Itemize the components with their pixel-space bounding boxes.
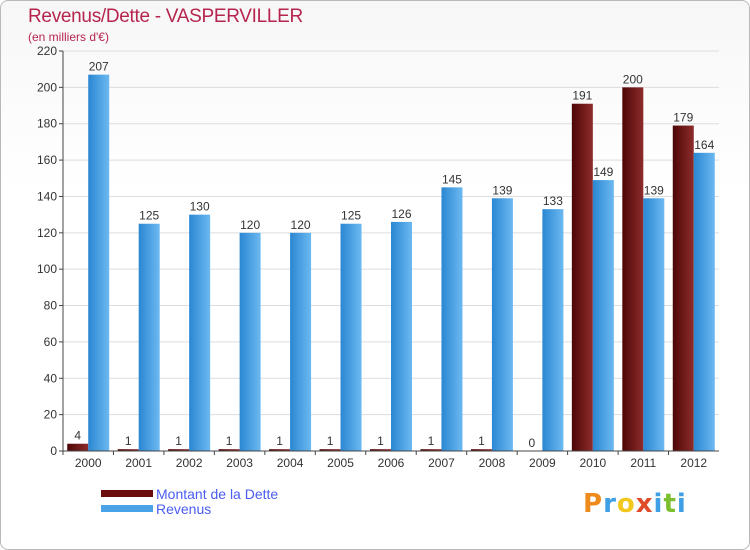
y-tick-label: 220	[37, 44, 57, 58]
y-tick-label: 100	[37, 262, 57, 276]
debt-bar	[218, 449, 240, 451]
y-tick-label: 120	[37, 226, 57, 240]
x-tick-label: 2005	[327, 456, 354, 470]
x-tick-label: 2002	[176, 456, 203, 470]
y-tick-label: 200	[37, 80, 57, 94]
revenue-bar	[391, 221, 412, 451]
legend-label-debt: Montant de la Dette	[156, 486, 279, 502]
legend-label-revenue: Revenus	[156, 501, 212, 517]
debt-bar	[622, 87, 644, 451]
y-tick-label: 80	[44, 299, 58, 313]
revenue-bar	[542, 209, 564, 451]
debt-value-label: 1	[175, 434, 182, 448]
debt-value-label: 179	[673, 111, 693, 125]
debt-value-label: 191	[572, 89, 592, 103]
revenue-bar	[643, 198, 665, 451]
debt-bar	[269, 449, 291, 451]
revenue-bar	[138, 223, 160, 451]
revenue-value-label: 125	[139, 209, 159, 223]
chart-subtitle: (en milliers d'€)	[28, 30, 109, 44]
revenue-value-label: 130	[190, 200, 210, 214]
x-tick-label: 2004	[277, 456, 304, 470]
x-tick-label: 2008	[479, 456, 506, 470]
debt-bar	[672, 125, 694, 451]
x-tick-label: 2011	[630, 456, 656, 470]
revenue-value-label: 207	[89, 60, 109, 74]
debt-value-label: 1	[125, 434, 132, 448]
debt-value-label: 0	[529, 436, 536, 450]
legend-swatch-revenue	[101, 505, 153, 512]
revenue-value-label: 120	[291, 218, 311, 232]
x-tick-label: 2009	[529, 456, 556, 470]
debt-value-label: 1	[377, 434, 384, 448]
y-tick-label: 0	[50, 444, 57, 458]
debt-value-label: 1	[478, 434, 485, 448]
revenue-value-label: 164	[694, 138, 714, 152]
revenue-bar	[88, 74, 110, 452]
x-tick-label: 2001	[125, 456, 152, 470]
debt-value-label: 1	[276, 434, 283, 448]
x-tick-label: 2010	[579, 456, 606, 470]
revenue-bar	[491, 198, 513, 451]
debt-bar	[470, 449, 492, 451]
debt-bar	[370, 449, 391, 451]
y-tick-label: 60	[44, 335, 58, 349]
revenue-value-label: 139	[492, 183, 512, 197]
y-tick-label: 180	[37, 117, 57, 131]
x-tick-label: 2003	[226, 456, 253, 470]
revenue-bar	[239, 232, 261, 451]
debt-bar	[117, 449, 139, 451]
debt-bar	[67, 443, 89, 451]
proxiti-logo: Proxiti	[583, 489, 687, 519]
debt-value-label: 1	[428, 434, 435, 448]
debt-value-label: 1	[226, 434, 233, 448]
revenue-value-label: 149	[593, 165, 613, 179]
debt-bar	[571, 103, 593, 452]
revenue-bar	[693, 152, 715, 451]
debt-bar	[420, 449, 442, 451]
x-tick-label: 2000	[75, 456, 102, 470]
legend-swatch-debt	[101, 490, 153, 497]
revenue-bar	[340, 223, 362, 451]
x-tick-label: 2006	[378, 456, 405, 470]
y-tick-label: 140	[37, 189, 57, 203]
revenue-value-label: 120	[240, 218, 260, 232]
revenue-value-label: 139	[644, 183, 664, 197]
debt-bar	[319, 449, 341, 451]
debt-value-label: 4	[74, 429, 81, 443]
revenue-bar	[592, 180, 614, 451]
revenue-value-label: 126	[391, 207, 411, 221]
revenue-value-label: 133	[543, 194, 563, 208]
debt-value-label: 200	[623, 72, 643, 86]
y-tick-label: 20	[44, 408, 58, 422]
revenue-value-label: 125	[341, 209, 361, 223]
x-tick-label: 2007	[428, 456, 455, 470]
y-tick-label: 40	[44, 371, 58, 385]
chart-title: Revenus/Dette - VASPERVILLER	[28, 6, 303, 27]
revenue-bar	[441, 187, 463, 451]
y-tick-label: 160	[37, 153, 57, 167]
x-tick-label: 2012	[680, 456, 707, 470]
revenue-value-label: 145	[442, 172, 462, 186]
revenue-bar	[189, 214, 211, 451]
revenue-bar	[290, 232, 312, 451]
debt-value-label: 1	[327, 434, 334, 448]
debt-bar	[168, 449, 190, 451]
